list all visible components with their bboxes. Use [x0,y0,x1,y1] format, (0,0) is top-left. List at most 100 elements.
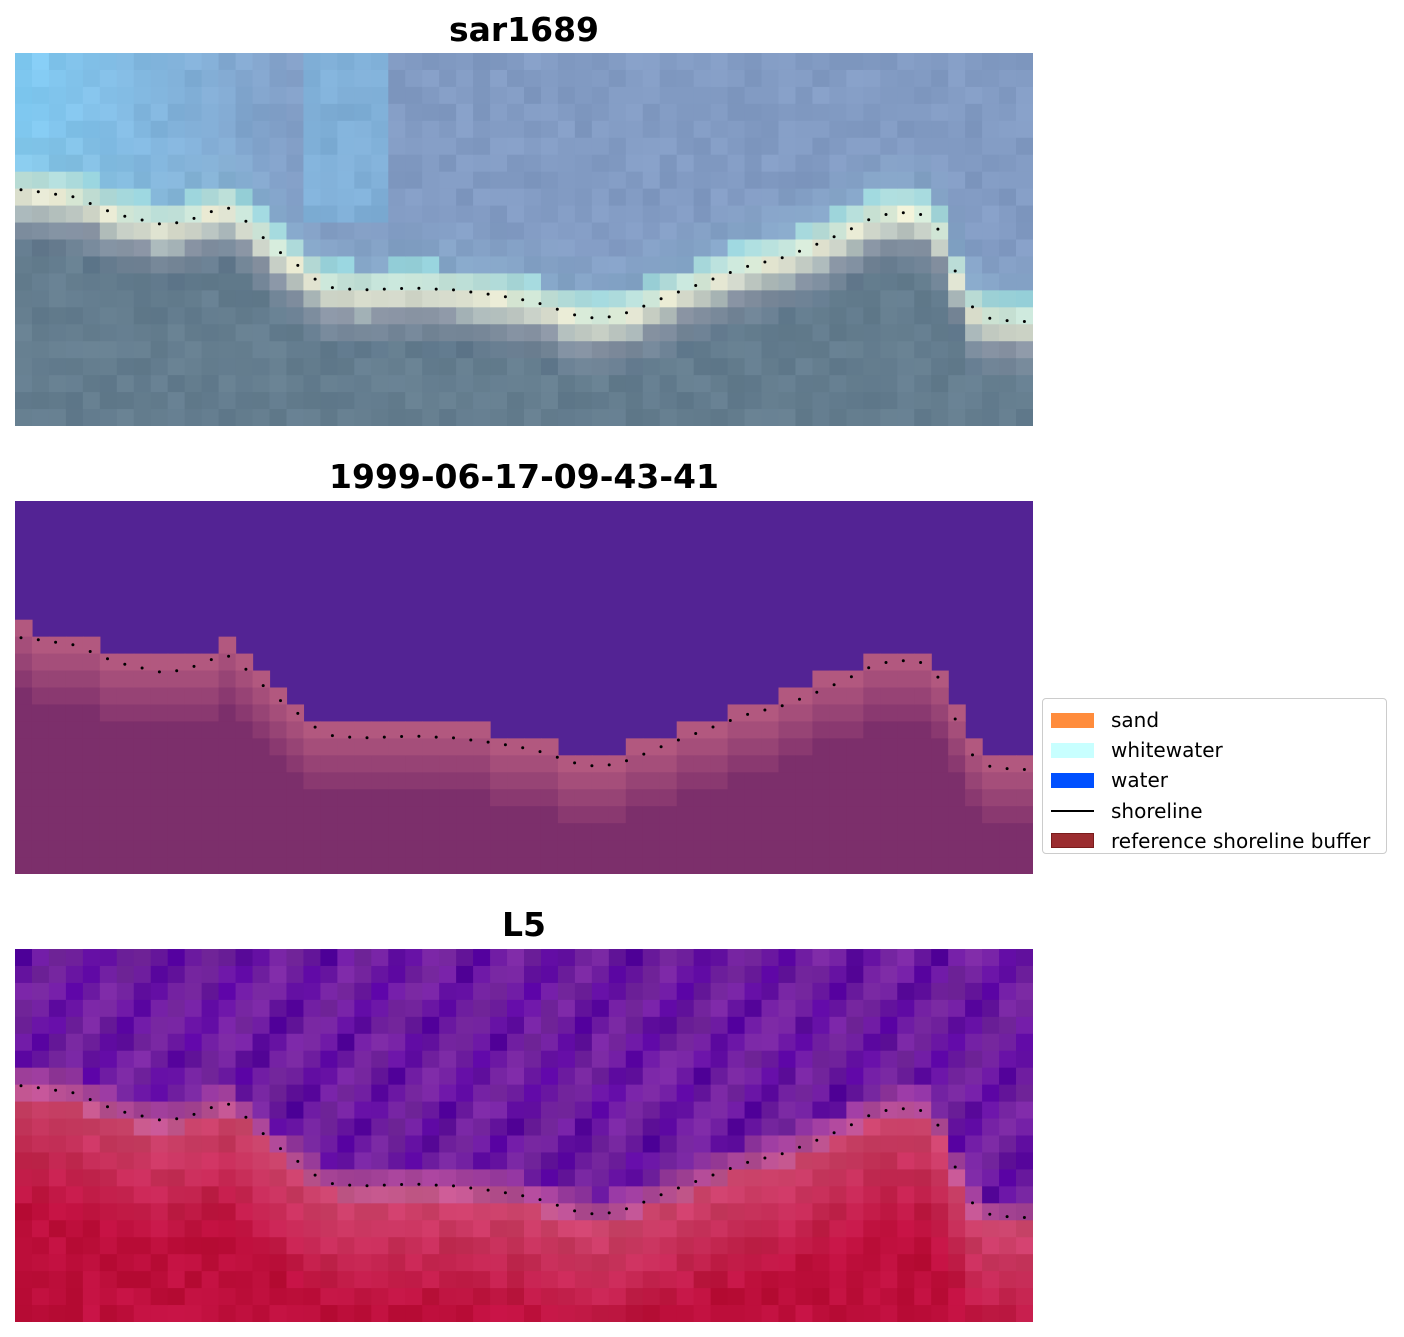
pixel-cell [65,653,84,672]
pixel-cell [48,1135,67,1154]
pixel-cell [320,392,338,410]
pixel-cell [354,239,372,258]
pixel-cell [948,823,966,841]
pixel-cell [812,687,830,706]
pixel-cell [676,1084,695,1103]
pixel-cell [82,999,101,1018]
pixel-cell [897,1271,915,1289]
pixel-cell [456,1033,474,1052]
pixel-cell [252,103,271,122]
pixel-cell [608,1050,627,1069]
pixel-cell [507,965,525,984]
pixel-cell [931,273,949,291]
pixel-cell [490,86,508,105]
shoreline-dot [988,316,992,320]
pixel-cell [557,1305,576,1322]
pixel-cell [354,840,372,858]
pixel-cell [897,409,915,426]
pixel-cell [591,1203,610,1221]
pixel-cell [354,1254,372,1272]
pixel-cell [388,806,406,824]
pixel-cell [422,1203,440,1221]
pixel-cell [218,1169,237,1187]
pixel-cell [371,358,389,376]
pixel-cell [269,324,288,342]
pixel-cell [286,171,305,190]
pixel-cell [320,1237,338,1255]
pixel-cell [812,239,830,258]
pixel-cell [625,823,644,841]
pixel-cell [965,1271,983,1289]
pixel-cell [591,789,610,807]
pixel-cell [473,1101,491,1120]
pixel-cell [693,239,712,258]
pixel-cell [167,392,186,410]
pixel-cell [65,1084,84,1103]
pixel-cell [99,1152,118,1170]
pixel-cell [133,239,152,258]
pixel-cell [15,154,33,173]
shoreline-dot [157,222,161,226]
pixel-cell [269,307,288,325]
pixel-cell [65,154,84,173]
pixel-cell [133,1016,152,1035]
pixel-cell [761,1254,780,1272]
pixel-cell [863,307,881,325]
pixel-cell [218,273,237,291]
pixel-cell [761,154,780,173]
pixel-cell [133,999,152,1018]
pixel-cell [574,1084,593,1103]
pixel-cell [778,1016,797,1035]
pixel-cell [405,1050,423,1069]
pixel-cell [642,409,661,426]
pixel-cell [320,1186,338,1204]
pixel-cell [778,1220,797,1238]
pixel-cell [965,772,983,790]
pixel-cell [167,171,186,190]
pixel-cell [184,1186,203,1204]
pixel-cell [914,324,932,342]
pixel-cell [591,205,610,224]
pixel-cell [167,687,186,706]
pixel-cell [812,86,830,105]
pixel-cell [574,1271,593,1289]
pixel-cell [744,738,763,756]
pixel-cell [761,392,780,410]
pixel-cell [914,205,932,224]
pixel-cell [1016,1084,1033,1103]
pixel-cell [184,653,203,672]
pixel-cell [269,1203,288,1221]
pixel-cell [269,273,288,291]
pixel-cell [795,256,814,274]
pixel-cell [540,273,559,291]
pixel-cell [693,1237,712,1255]
pixel-cell [659,1288,678,1306]
pixel-cell [727,1254,746,1272]
pixel-cell [15,636,33,655]
pixel-cell [490,188,508,207]
pixel-cell [608,1084,627,1103]
pixel-cell [812,341,830,359]
pixel-cell [642,375,661,393]
shoreline-dot [486,292,490,296]
pixel-cell [812,738,830,756]
pixel-cell [524,1118,542,1137]
pixel-cell [201,1271,220,1289]
pixel-cell [999,965,1017,984]
pixel-cell [557,1033,576,1052]
pixel-cell [676,982,695,1001]
pixel-cell [880,772,898,790]
pixel-cell [507,840,525,858]
pixel-cell [82,1305,101,1322]
pixel-cell [540,840,559,858]
pixel-cell [456,341,474,359]
pixel-cell [456,324,474,342]
pixel-cell [778,409,797,426]
pixel-cell [880,755,898,773]
pixel-cell [371,1305,389,1322]
pixel-cell [405,307,423,325]
pixel-cell [48,324,67,342]
pixel-cell [337,273,355,291]
pixel-cell [405,69,423,88]
pixel-cell [591,256,610,274]
